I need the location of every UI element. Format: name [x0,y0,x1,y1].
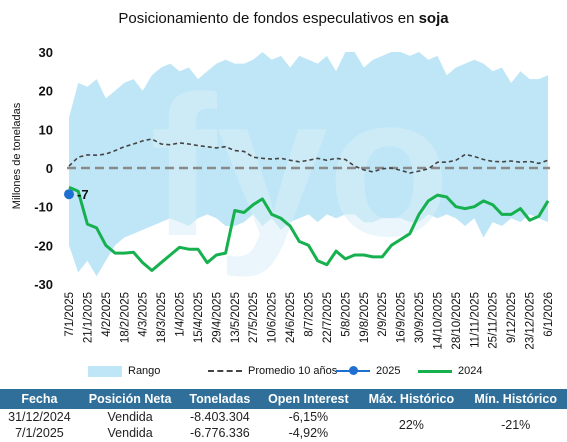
chart-legend: Rango Promedio 10 años 2025 2024 [88,365,558,381]
legend-swatch-promedio [208,370,242,372]
x-tick-label: 23/12/2025 [525,292,537,350]
y-tick-label: -30 [34,277,53,292]
legend-item-2024: 2024 [418,365,482,377]
header-min-historico: Mín. Histórico [464,389,567,409]
legend-swatch-2025 [336,366,370,375]
series-2025-point [64,189,74,200]
y-tick-label: 20 [39,84,53,99]
chart-title: Posicionamiento de fondos especulativos … [0,10,567,27]
x-tick-label: 11/11/2025 [469,292,481,348]
series-2024-line [68,185,550,272]
x-tick-label: 5/8/2025 [340,292,352,337]
legend-label-promedio: Promedio 10 años [248,365,338,377]
x-tick-label: 27/5/2025 [248,292,260,343]
x-tick-label: 10/6/2025 [267,292,279,343]
legend-label-2025: 2025 [376,365,401,377]
summary-table: Fecha Posición Neta Toneladas Open Inter… [0,389,567,441]
header-posicion-neta: Posición Neta [78,389,182,409]
watermark-logo: fyo [150,55,450,278]
y-tick-label: -10 [34,200,53,215]
legend-item-promedio: Promedio 10 años [208,365,337,377]
x-tick-label: 21/1/2025 [82,292,94,343]
cell-fecha: 7/1/2025 [15,426,64,440]
x-tick-label: 24/6/2025 [285,292,297,343]
x-tick-label: 6/1/2026 [543,292,555,337]
summary-header-row: Fecha Posición Neta Toneladas Open Inter… [0,389,567,409]
x-tick-label: 25/11/2025 [488,292,500,349]
cell-posicion: Vendida [107,426,153,440]
series-promedio-line [68,138,549,174]
cell-posicion: Vendida [107,410,153,424]
legend-label-2024: 2024 [458,365,483,377]
x-tick-label: 4/2/2025 [101,292,113,337]
table-row: 7/1/2025 Vendida -6.776.336 -4,92% [0,425,567,441]
legend-swatch-2024 [418,369,452,373]
chart-title-commodity: soja [418,10,449,27]
legend-item-2025: 2025 [336,365,400,377]
x-tick-label: 18/2/2025 [119,292,131,343]
x-tick-label: 7/1/2025 [64,292,76,337]
y-axis-label: Millones de toneladas [11,102,23,210]
x-tick-label: 29/4/2025 [211,292,223,343]
legend-swatch-rango [88,365,122,377]
cell-toneladas: -6.776.336 [189,426,250,440]
x-tick-label: 2/9/2025 [377,292,389,337]
table-row: 31/12/2024 Vendida -8.403.304 -6,15% 22%… [0,409,567,432]
header-fecha: Fecha [0,389,79,409]
y-tick-label: 30 [39,45,53,60]
series-rango-band [69,52,548,277]
x-tick-label: 15/4/2025 [193,292,205,343]
y-tick-label: 10 [39,122,53,137]
chart-title-text: Posicionamiento de fondos especulativos … [118,10,419,27]
cell-min-historico: -21% [501,418,531,432]
header-toneladas: Toneladas [181,389,259,409]
x-tick-label: 1/4/2025 [175,292,187,337]
legend-item-rango: Rango [88,365,160,377]
x-tick-label: 30/9/2025 [414,292,426,343]
x-tick-label: 16/9/2025 [396,292,408,343]
legend-label-rango: Rango [128,365,161,377]
y-tick-label: 0 [46,161,53,176]
x-tick-label: 19/8/2025 [359,292,371,343]
x-tick-label: 9/12/2025 [506,292,518,343]
header-max-historico: Máx. Histórico [358,389,465,409]
x-tick-label: 14/10/2025 [432,292,444,350]
x-tick-label: 4/3/2025 [138,292,150,337]
x-tick-label: 8/7/2025 [304,292,316,337]
header-open-interest: Open Interest [258,389,359,409]
data-label-2025: -7 [77,187,89,202]
cell-max-historico: 22% [398,418,424,432]
x-tick-label: 13/5/2025 [230,292,242,343]
x-tick-label: 22/7/2025 [322,292,334,343]
cell-open-interest: -6,15% [288,410,329,424]
y-tick-label: -20 [34,238,53,253]
positioning-chart: fyo 30 20 10 0 -10 -20 -30 -7 7/1/2025 21/1/2025 4/… [34,45,555,350]
x-tick-label: 28/10/2025 [451,292,463,350]
x-tick-label: 18/3/2025 [156,292,168,343]
cell-fecha: 31/12/2024 [8,410,71,424]
cell-open-interest: -4,92% [288,426,329,440]
cell-toneladas: -8.403.304 [189,410,250,424]
